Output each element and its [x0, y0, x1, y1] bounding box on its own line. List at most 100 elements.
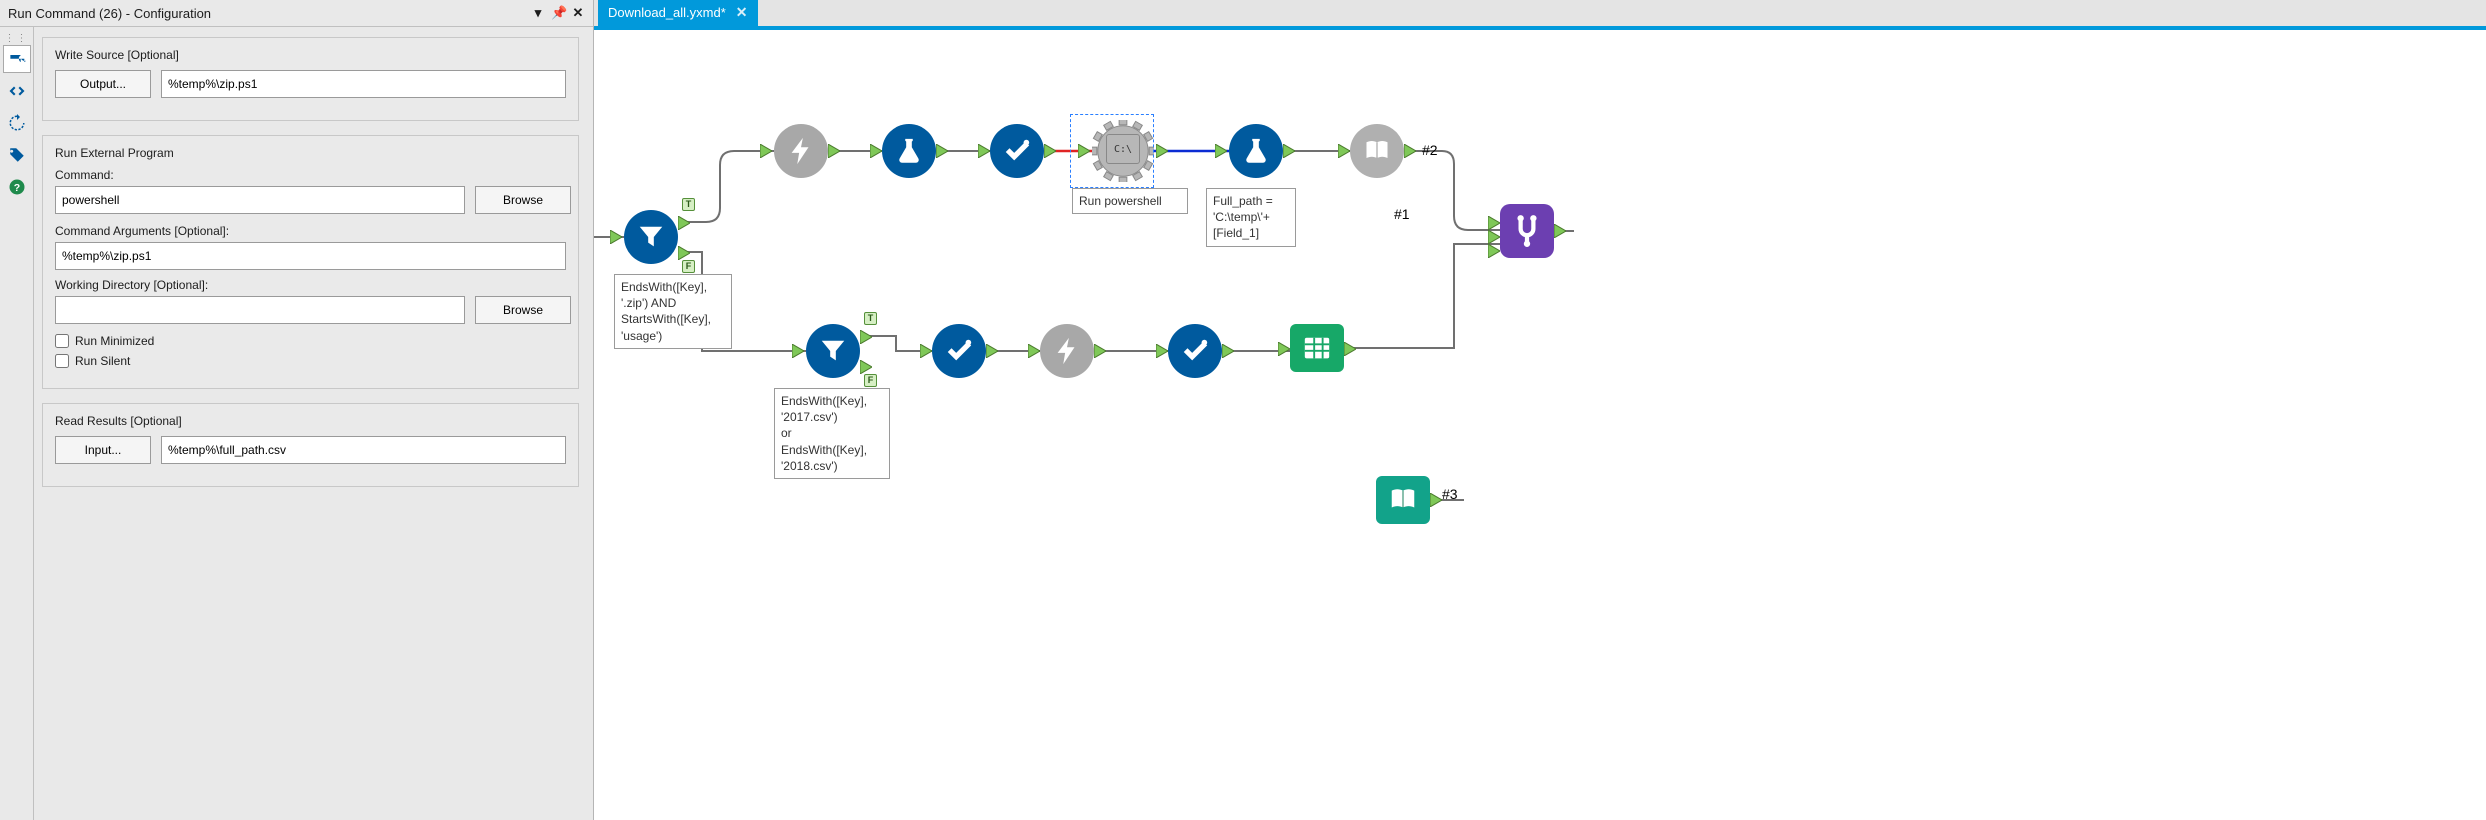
browse-tool[interactable] [1290, 324, 1344, 372]
anchor[interactable] [1222, 344, 1234, 358]
anchor[interactable] [860, 330, 872, 344]
write-source-heading: Write Source [Optional] [55, 48, 566, 62]
anchor[interactable] [978, 144, 990, 158]
anchor[interactable] [1488, 244, 1500, 258]
svg-text:?: ? [13, 182, 19, 194]
flask-tool[interactable] [1229, 124, 1283, 178]
anchor[interactable] [792, 344, 804, 358]
anchor[interactable] [1078, 144, 1090, 158]
workflow-tab-bar: Download_all.yxmd* ✕ [594, 0, 2486, 30]
workflow-tab-label: Download_all.yxmd* [608, 5, 726, 20]
anchor[interactable] [678, 246, 690, 260]
anchor[interactable] [1215, 144, 1227, 158]
run-silent-label: Run Silent [75, 354, 130, 368]
tab-tag-icon[interactable] [3, 141, 31, 169]
output-label-o2: #2 [1422, 142, 1438, 158]
tab-code-icon[interactable] [3, 77, 31, 105]
wd-browse-button[interactable]: Browse [475, 296, 571, 324]
pin-icon[interactable]: 📌 [551, 5, 565, 21]
args-label: Command Arguments [Optional]: [55, 224, 566, 238]
anchor[interactable] [870, 144, 882, 158]
anchor[interactable] [920, 344, 932, 358]
anchor[interactable] [1404, 144, 1416, 158]
anchor[interactable] [760, 144, 772, 158]
wd-label: Working Directory [Optional]: [55, 278, 566, 292]
panel-title: Run Command (26) - Configuration [8, 6, 211, 21]
anchor[interactable] [1044, 144, 1056, 158]
wd-field[interactable] [55, 296, 465, 324]
annotation-filter2: EndsWith([Key], '2017.csv') or EndsWith(… [774, 388, 890, 479]
union-tool[interactable] [1500, 204, 1554, 258]
anchor[interactable] [1156, 344, 1168, 358]
output-tool[interactable] [1376, 476, 1430, 524]
anchor[interactable] [986, 344, 998, 358]
grip-icon[interactable]: ⋮⋮ [0, 33, 33, 41]
write-source-field[interactable] [161, 70, 566, 98]
run-command-tool[interactable]: C:\ [1092, 120, 1154, 182]
flask-tool[interactable] [882, 124, 936, 178]
anchor[interactable] [1554, 224, 1566, 238]
anchor[interactable] [1344, 342, 1356, 356]
workflow-tab[interactable]: Download_all.yxmd* ✕ [598, 0, 758, 26]
args-field[interactable] [55, 242, 566, 270]
output-label-o1: #1 [1394, 206, 1410, 222]
annotation-filter1: EndsWith([Key], '.zip') AND StartsWith([… [614, 274, 732, 349]
output-button[interactable]: Output... [55, 70, 151, 98]
anchor[interactable] [1028, 344, 1040, 358]
annotation-runps: Run powershell [1072, 188, 1188, 214]
check-tool[interactable] [1168, 324, 1222, 378]
run-external-group: Run External Program Command: Browse Com… [42, 135, 579, 389]
filter-false-badge: F [864, 374, 877, 387]
panel-title-bar: Run Command (26) - Configuration ▾ 📌 ✕ [0, 0, 593, 27]
anchor[interactable] [1430, 493, 1442, 507]
filter-tool[interactable] [806, 324, 860, 378]
read-results-group: Read Results [Optional] Input... [42, 403, 579, 487]
output-label-o3: #3 [1442, 486, 1458, 502]
anchor[interactable] [936, 144, 948, 158]
config-form: Write Source [Optional] Output... Run Ex… [34, 27, 593, 820]
run-silent-checkbox[interactable] [55, 354, 69, 368]
command-label: Command: [55, 168, 566, 182]
filter-true-badge: T [864, 312, 877, 325]
read-results-field[interactable] [161, 436, 566, 464]
read-results-heading: Read Results [Optional] [55, 414, 566, 428]
tab-wrench-icon[interactable] [3, 45, 31, 73]
bolt-tool[interactable] [774, 124, 828, 178]
check-tool[interactable] [990, 124, 1044, 178]
anchor[interactable] [1283, 144, 1295, 158]
tab-help-icon[interactable]: ? [3, 173, 31, 201]
anchor[interactable] [828, 144, 840, 158]
dropdown-icon[interactable]: ▾ [531, 5, 545, 21]
filter-true-badge: T [682, 198, 695, 211]
run-minimized-label: Run Minimized [75, 334, 154, 348]
run-external-heading: Run External Program [55, 146, 566, 160]
check-tool[interactable] [932, 324, 986, 378]
close-icon[interactable]: ✕ [571, 5, 585, 21]
input-button[interactable]: Input... [55, 436, 151, 464]
anchor[interactable] [1338, 144, 1350, 158]
workflow-area: Download_all.yxmd* ✕ T F T F C:\ EndsWith([Ke… [594, 0, 2486, 820]
anchor[interactable] [860, 360, 872, 374]
filter-tool[interactable] [624, 210, 678, 264]
command-browse-button[interactable]: Browse [475, 186, 571, 214]
workflow-tab-close-icon[interactable]: ✕ [736, 4, 748, 21]
command-field[interactable] [55, 186, 465, 214]
anchor[interactable] [678, 216, 690, 230]
workflow-canvas[interactable]: T F T F C:\ EndsWith([Key], '.zip') AND Start… [594, 30, 2486, 820]
tab-refresh-icon[interactable] [3, 109, 31, 137]
anchor[interactable] [1488, 230, 1500, 244]
anchor[interactable] [610, 230, 622, 244]
side-tab-strip: ⋮⋮ ? [0, 27, 34, 820]
filter-false-badge: F [682, 260, 695, 273]
anchor[interactable] [1156, 144, 1168, 158]
panel-title-controls: ▾ 📌 ✕ [531, 5, 585, 21]
annotation-fullpath: Full_path = 'C:\temp\'+[Field_1] [1206, 188, 1296, 247]
write-source-group: Write Source [Optional] Output... [42, 37, 579, 121]
anchor[interactable] [1094, 344, 1106, 358]
anchor[interactable] [1278, 342, 1290, 356]
run-minimized-checkbox[interactable] [55, 334, 69, 348]
bolt-tool[interactable] [1040, 324, 1094, 378]
macro-output-tool[interactable] [1350, 124, 1404, 178]
anchor[interactable] [1488, 216, 1500, 230]
configuration-panel: Run Command (26) - Configuration ▾ 📌 ✕ ⋮… [0, 0, 594, 820]
